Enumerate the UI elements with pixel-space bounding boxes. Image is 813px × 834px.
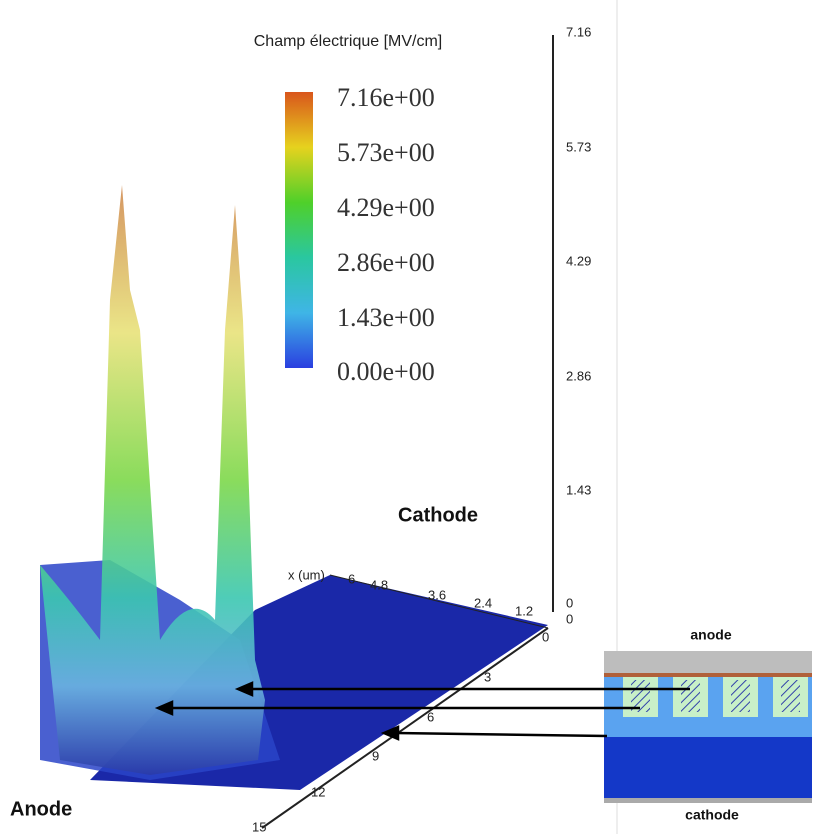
- arrows: [154, 681, 690, 741]
- colorbar-label: 1.43e+00: [337, 303, 435, 332]
- anode-label: Anode: [10, 798, 72, 820]
- z-ticks: 7.16 5.73 4.29 2.86 1.43 0: [566, 24, 591, 610]
- y-tick-label: 3: [484, 669, 491, 684]
- arrow-head: [154, 700, 174, 716]
- field-surface: [40, 185, 265, 775]
- z-tick-label: 0: [566, 595, 573, 610]
- colorbar-label: 4.29e+00: [337, 193, 435, 222]
- inset-bottom-label: cathode: [685, 807, 739, 823]
- y-tick-label: 12: [311, 784, 325, 799]
- z-tick-label: 4.29: [566, 253, 591, 268]
- y-tick-label: 15: [252, 819, 266, 834]
- inset-substrate: [604, 737, 812, 798]
- y-tick-label: 6: [427, 709, 434, 724]
- z-tick-label: 2.86: [566, 368, 591, 383]
- inset: anode cathode: [604, 627, 812, 823]
- inset-trench: [781, 680, 800, 712]
- cathode-label: Cathode: [398, 504, 478, 526]
- colorbar: [285, 92, 313, 368]
- colorbar-title: Champ électrique [MV/cm]: [254, 33, 443, 50]
- x-tick-label: 4.8: [370, 577, 388, 592]
- x-tick-label: 2.4: [474, 595, 492, 610]
- inset-trench: [731, 680, 750, 712]
- y-tick-label: 0: [542, 629, 549, 644]
- arrow-head: [380, 725, 400, 741]
- colorbar-label: 0.00e+00: [337, 357, 435, 386]
- arrow-head: [234, 681, 254, 697]
- z-tick-label: 7.16: [566, 24, 591, 39]
- colorbar-label: 7.16e+00: [337, 83, 435, 112]
- colorbar-label: 5.73e+00: [337, 138, 435, 167]
- z-tick-label: 5.73: [566, 139, 591, 154]
- inset-trench: [681, 680, 700, 712]
- x-tick-label: 0: [566, 611, 573, 626]
- y-axis: [261, 627, 549, 829]
- y-tick-label: 9: [372, 748, 379, 763]
- x-tick-label: 1.2: [515, 603, 533, 618]
- x-axis: [329, 574, 549, 629]
- arrow: [395, 731, 608, 738]
- colorbar-label: 2.86e+00: [337, 248, 435, 277]
- inset-cathode-metal: [604, 798, 812, 803]
- inset-top-label: anode: [690, 627, 731, 643]
- x-tick-label: 6: [348, 571, 355, 586]
- x-tick-label: 3.6: [428, 587, 446, 602]
- z-tick-label: 1.43: [566, 482, 591, 497]
- inset-layer: [604, 673, 812, 677]
- x-axis-title: x (um): [288, 567, 325, 582]
- inset-anode-metal: [604, 651, 812, 673]
